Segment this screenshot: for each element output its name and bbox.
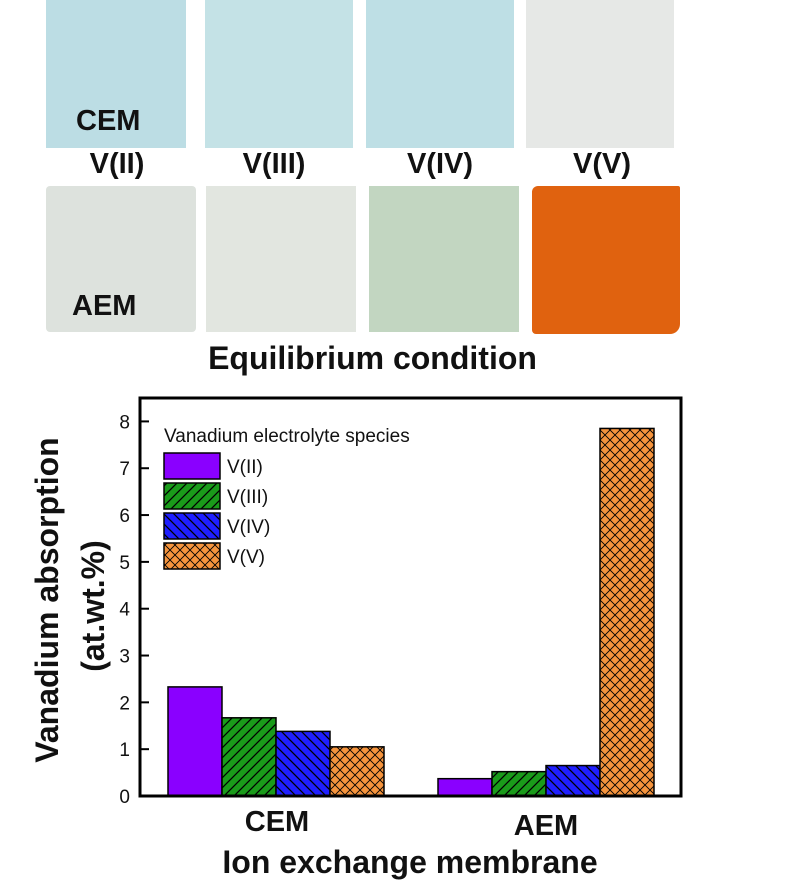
bar-cem-vii (167, 686, 223, 797)
aem-photo-v4 (369, 186, 519, 332)
y-tick-label: 0 (119, 787, 130, 808)
legend-label: V(V) (227, 547, 265, 568)
y-tick-label: 5 (119, 553, 130, 574)
species-label-v4: V(IV) (406, 148, 474, 180)
legend-swatch (163, 542, 221, 570)
bar-chart: 0 1 2 3 4 5 6 7 8 Vanadium electrolyte species V… (29, 396, 683, 880)
legend-swatch (163, 482, 221, 510)
y-axis-unit: (at.wt.%) (75, 540, 111, 672)
y-tick-label: 2 (119, 693, 130, 714)
bars (167, 427, 655, 797)
y-tick-label: 8 (119, 412, 130, 433)
figure-caption: Equilibrium condition (208, 340, 537, 376)
y-tick-label: 1 (119, 740, 130, 761)
legend-swatch (163, 512, 221, 540)
species-label-v2: V(II) (89, 148, 145, 180)
aem-row-label: AEM (72, 290, 137, 322)
plot-frame (138, 396, 683, 798)
legend: Vanadium electrolyte species V(II) V(III)… (163, 426, 410, 570)
y-tick-label: 7 (119, 459, 130, 480)
bar-aem-viii (491, 770, 547, 797)
aem-photo-v5 (532, 186, 680, 334)
aem-photo-v2 (46, 186, 196, 332)
x-tick-aem: AEM (514, 810, 578, 842)
bar-cem-vv (329, 746, 385, 797)
y-tick-label: 6 (119, 506, 130, 527)
aem-photo-v3 (206, 186, 356, 332)
legend-label: V(IV) (227, 517, 270, 538)
bar-aem-vv (599, 427, 655, 797)
cem-row-label: CEM (76, 105, 141, 137)
y-axis-label: Vanadium absorption (29, 437, 65, 762)
bar-aem-viv (545, 764, 601, 797)
bar-cem-viii (221, 717, 277, 797)
y-tick-label: 4 (119, 600, 130, 621)
x-tick-cem: CEM (245, 806, 309, 838)
species-label-v5: V(V) (573, 148, 631, 180)
y-tick-label: 3 (119, 647, 130, 668)
cem-photo-v4 (366, 0, 514, 148)
cem-photo-v3 (205, 0, 353, 148)
x-axis-label: Ion exchange membrane (222, 844, 597, 880)
legend-title: Vanadium electrolyte species (164, 426, 410, 447)
y-axis-ticks: 0 1 2 3 4 5 6 7 8 (119, 412, 149, 808)
cem-photo-v5 (526, 0, 674, 148)
bar-cem-viv (275, 730, 331, 797)
legend-label: V(III) (227, 487, 268, 508)
species-label-v3: V(III) (242, 148, 306, 180)
bar-aem-vii (437, 777, 493, 797)
cem-photo-v2 (46, 0, 186, 148)
legend-label: V(II) (227, 457, 263, 478)
legend-swatch (163, 452, 221, 480)
